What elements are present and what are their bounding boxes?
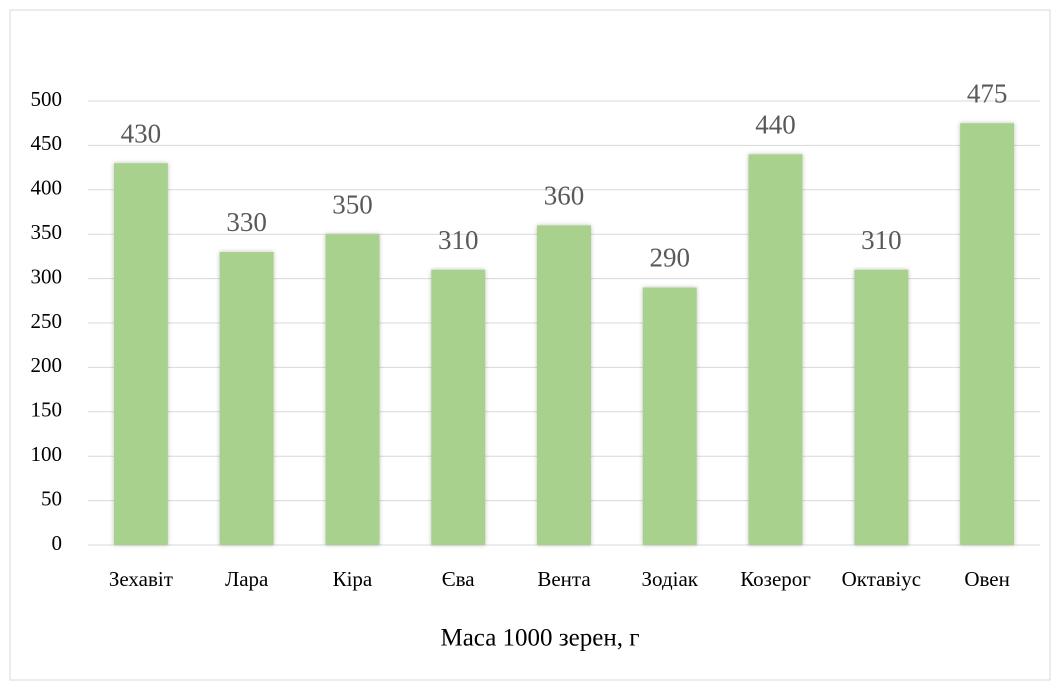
y-tick-label: 0 [52, 531, 63, 555]
x-tick-label: Кіра [333, 567, 373, 591]
bar [325, 234, 380, 545]
bar [960, 123, 1015, 545]
x-tick-label: Вента [537, 567, 591, 591]
data-label: 350 [332, 189, 373, 219]
x-tick-label: Октавіус [842, 567, 921, 591]
data-label: 440 [755, 109, 796, 139]
data-label: 360 [544, 181, 585, 211]
y-tick-label: 150 [31, 398, 63, 422]
y-tick-label: 500 [31, 87, 63, 111]
y-tick-label: 200 [31, 353, 63, 377]
y-tick-label: 400 [31, 176, 63, 200]
x-tick-label: Овен [964, 567, 1010, 591]
x-tick-label: Козерог [740, 567, 811, 591]
y-tick-label: 450 [31, 131, 63, 155]
bar [431, 269, 486, 545]
x-tick-label: Лара [225, 567, 269, 591]
bar [748, 154, 803, 545]
x-axis-title: Маса 1000 зерен, г [440, 625, 639, 652]
y-tick-label: 50 [41, 486, 62, 510]
data-label: 310 [438, 225, 479, 255]
data-label: 310 [861, 225, 902, 255]
data-label: 290 [650, 243, 691, 273]
y-tick-label: 250 [31, 309, 63, 333]
x-tick-label: Зехавіт [109, 567, 173, 591]
y-tick-label: 100 [31, 442, 63, 466]
x-tick-label: Єва [442, 567, 476, 591]
bar [642, 287, 697, 545]
bar [113, 163, 168, 545]
bar [854, 269, 909, 545]
x-tick-label: Зодіак [642, 567, 699, 591]
data-label: 475 [967, 78, 1008, 108]
bar [219, 251, 274, 545]
y-tick-label: 300 [31, 264, 63, 288]
data-label: 430 [121, 118, 162, 148]
bar [537, 225, 591, 545]
y-tick-label: 350 [31, 220, 63, 244]
data-label: 330 [226, 207, 267, 237]
